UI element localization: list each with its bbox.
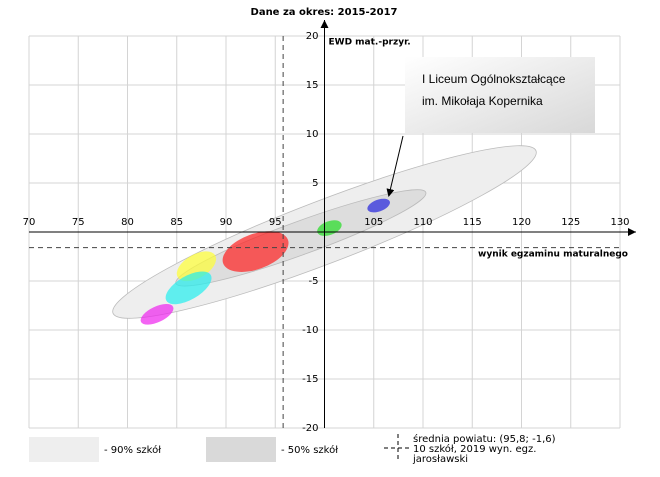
legend-swatch	[29, 437, 99, 462]
ellipse	[367, 198, 390, 213]
chart-title: Dane za okres: 2015-2017	[251, 7, 398, 18]
y-tick-label: -20	[302, 423, 318, 434]
y-axis-arrow	[320, 20, 329, 28]
y-tick-label: -5	[309, 276, 319, 287]
x-tick-label: 125	[561, 217, 580, 228]
legend-swatch	[206, 437, 276, 462]
legend-label: jarosławski	[412, 454, 468, 465]
legend-label: - 90% szkół	[104, 444, 161, 456]
x-tick-label: 70	[23, 217, 36, 228]
x-tick-label: 115	[463, 217, 482, 228]
x-tick-label: 120	[512, 217, 531, 228]
ellipse	[165, 271, 212, 305]
x-tick-label: 75	[72, 217, 85, 228]
legend-label: 10 szkół, 2019 wyn. egz.	[413, 443, 536, 455]
x-axis-arrow	[628, 228, 636, 236]
y-tick-label: 10	[306, 129, 319, 140]
legend-label: - 50% szkół	[281, 444, 338, 456]
legend-label: średnia powiatu: (95,8; -1,6)	[413, 433, 556, 445]
annotation-line: I Liceum Ogólnokształcące	[422, 72, 566, 86]
ellipse	[140, 303, 174, 325]
y-tick-label: 20	[306, 31, 319, 42]
y-tick-label: 5	[312, 178, 318, 189]
x-tick-label: 105	[364, 217, 383, 228]
annotation-box	[405, 57, 595, 133]
x-tick-label: 95	[269, 217, 282, 228]
x-tick-label: 80	[121, 217, 134, 228]
y-axis-label: EWD mat.-przyr.	[329, 38, 411, 48]
y-tick-label: 15	[306, 80, 319, 91]
x-tick-label: 130	[610, 217, 629, 228]
x-tick-label: 85	[170, 217, 183, 228]
annotation-line: im. Mikołaja Kopernika	[422, 94, 543, 108]
ellipse	[222, 231, 289, 272]
y-tick-label: -15	[302, 374, 318, 385]
annotation-arrow	[386, 135, 404, 197]
x-tick-label: 110	[413, 217, 432, 228]
x-tick-label: 90	[220, 217, 233, 228]
y-tick-label: -10	[302, 325, 318, 336]
x-axis-label: wynik egzaminu maturalnego	[478, 250, 628, 260]
